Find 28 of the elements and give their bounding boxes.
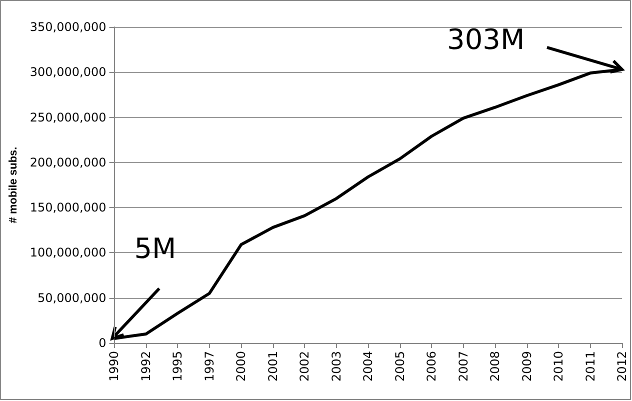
y-tick-label: 200,000,000 — [30, 155, 106, 170]
annotation: 303M — [447, 22, 525, 56]
y-tick-label: 100,000,000 — [30, 246, 106, 260]
x-tick-label: 1997 — [202, 351, 216, 382]
y-tick-label: 300,000,000 — [30, 65, 106, 80]
x-tick-label: 2000 — [234, 351, 248, 382]
annotation: 5M — [134, 232, 176, 265]
y-tick-label: 350,000,000 — [30, 20, 106, 34]
x-tick-label: 2001 — [266, 351, 280, 382]
y-tick-label: 0 — [98, 336, 106, 350]
x-tick-label: 2011 — [583, 351, 598, 382]
x-tick-label: 2003 — [329, 351, 344, 382]
y-tick-label: 250,000,000 — [30, 110, 106, 124]
x-tick-label: 1995 — [170, 351, 185, 382]
x-tick-label: 1992 — [138, 351, 153, 382]
y-axis-title: # mobile subs. — [8, 146, 20, 224]
x-tick-label: 2010 — [552, 351, 566, 382]
x-tick-label: 2007 — [456, 351, 470, 382]
x-tick-label: 2012 — [615, 351, 629, 382]
y-tick-label: 150,000,000 — [30, 200, 106, 215]
x-tick-label: 2008 — [488, 351, 502, 382]
x-tick-label: 1990 — [107, 351, 122, 382]
x-tick-label: 2006 — [424, 351, 439, 382]
x-tick-label: 2004 — [361, 351, 376, 382]
x-tick-label: 2005 — [392, 351, 407, 382]
x-tick-label: 2002 — [298, 351, 312, 382]
x-tick-label: 2009 — [520, 351, 534, 382]
y-tick-label: 50,000,000 — [38, 290, 106, 305]
